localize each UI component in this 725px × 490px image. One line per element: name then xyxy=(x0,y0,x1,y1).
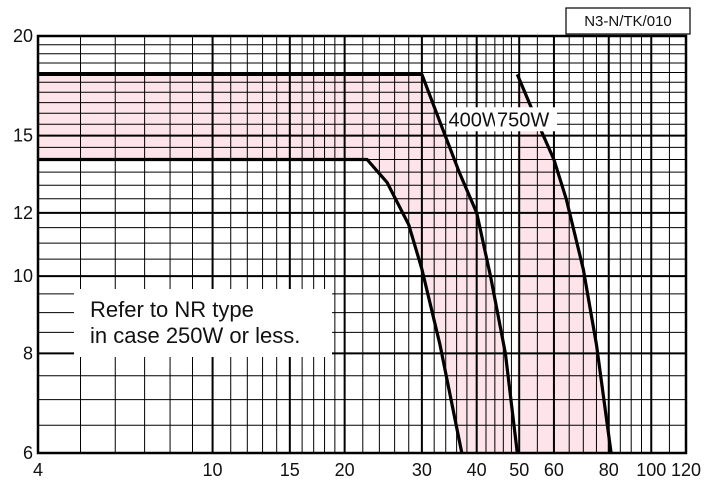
note-line-2: in case 250W or less. xyxy=(90,323,300,348)
note-line-1: Refer to NR type xyxy=(90,297,254,322)
curve-1 xyxy=(38,157,464,454)
y-tick-label: 8 xyxy=(23,343,33,363)
x-tick-label: 30 xyxy=(412,460,432,480)
x-tick-label: 4 xyxy=(33,460,43,480)
x-tick-label: 40 xyxy=(467,460,487,480)
x-tick-label: 80 xyxy=(599,460,619,480)
x-tick-label: 15 xyxy=(280,460,300,480)
x-tick-label: 100 xyxy=(636,460,666,480)
y-tick-label: 15 xyxy=(13,126,33,146)
curve-label-bg xyxy=(495,107,558,132)
y-tick-label: 20 xyxy=(13,26,33,46)
x-tick-label: 120 xyxy=(671,460,701,480)
figure-id: N3-N/TK/010 xyxy=(584,13,672,30)
figure-id-box: N3-N/TK/010 xyxy=(565,7,691,35)
x-tick-label: 20 xyxy=(335,460,355,480)
x-tick-label: 10 xyxy=(203,460,223,480)
y-tick-label: 6 xyxy=(23,443,33,463)
note-box: Refer to NR type in case 250W or less. xyxy=(74,289,332,357)
x-tick-label: 60 xyxy=(544,460,564,480)
y-tick-label: 12 xyxy=(13,203,33,223)
curve-label-400w: 400W xyxy=(449,109,501,131)
curve-label-bg xyxy=(446,107,509,132)
curve-400w xyxy=(38,72,519,454)
plot-frame xyxy=(36,34,688,455)
y-tick-label: 10 xyxy=(13,266,33,286)
x-tick-label: 50 xyxy=(509,460,529,480)
shaded-region xyxy=(38,74,612,454)
curve-label-750w: 750W xyxy=(497,109,549,131)
